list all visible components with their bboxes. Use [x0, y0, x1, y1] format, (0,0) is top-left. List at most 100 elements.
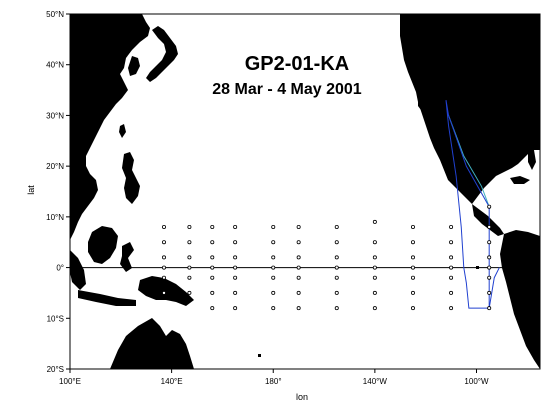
- buoy-stations-layer: [161, 204, 492, 311]
- buoy-station-marker: [334, 265, 339, 270]
- buoy-station-marker: [296, 265, 301, 270]
- y-axis-ticks: 50°N 40°N 30°N 20°N 10°N 0° 10°S 20°S: [46, 10, 70, 374]
- buoy-station-marker: [210, 240, 215, 245]
- buoy-station-marker: [161, 224, 166, 229]
- map-frame: [69, 13, 541, 370]
- buoy-station-marker: [334, 255, 339, 260]
- cruise-track-layer: [445, 100, 500, 309]
- buoy-station-marker: [161, 290, 166, 295]
- x-tick-label: 140°E: [161, 377, 183, 386]
- buoy-station-marker: [210, 275, 215, 280]
- cruise-track: [445, 100, 490, 309]
- buoy-station-marker: [334, 224, 339, 229]
- y-tick-label: 0°: [56, 264, 64, 273]
- y-tick-label: 40°N: [46, 61, 64, 70]
- buoy-station-marker: [187, 240, 192, 245]
- new-guinea-island: [138, 276, 194, 306]
- buoy-station-marker: [487, 224, 492, 229]
- buoy-station-marker: [449, 306, 454, 311]
- buoy-station-marker: [372, 255, 377, 260]
- sumatra-island: [70, 250, 86, 290]
- java-island: [78, 290, 136, 306]
- y-tick-label: 30°N: [46, 111, 64, 120]
- buoy-station-marker: [410, 290, 415, 295]
- buoy-station-marker: [449, 290, 454, 295]
- buoy-station-marker: [334, 275, 339, 280]
- buoy-station-marker: [487, 290, 492, 295]
- buoy-station-marker: [372, 265, 377, 270]
- buoy-station-marker: [271, 275, 276, 280]
- small-island: [258, 354, 261, 357]
- buoy-station-marker: [271, 224, 276, 229]
- y-tick-label: 20°N: [46, 162, 64, 171]
- x-tick-label: 140°W: [363, 377, 388, 386]
- buoy-station-marker: [487, 265, 492, 270]
- baja-california: [418, 98, 440, 134]
- buoy-station-marker: [233, 265, 238, 270]
- buoy-station-marker: [233, 224, 238, 229]
- buoy-station-marker: [410, 224, 415, 229]
- buoy-station-marker: [334, 290, 339, 295]
- buoy-station-marker: [296, 255, 301, 260]
- x-tick-label: 100°E: [59, 377, 81, 386]
- buoy-station-marker: [449, 224, 454, 229]
- buoy-station-marker: [271, 240, 276, 245]
- australia-landmass: [110, 318, 194, 369]
- buoy-station-marker: [271, 255, 276, 260]
- buoy-station-marker: [487, 204, 492, 209]
- buoy-station-marker: [210, 306, 215, 311]
- buoy-station-marker: [410, 265, 415, 270]
- buoy-station-marker: [210, 290, 215, 295]
- buoy-station-marker: [410, 275, 415, 280]
- buoy-station-marker: [487, 240, 492, 245]
- buoy-station-marker: [271, 290, 276, 295]
- buoy-station-marker: [449, 265, 454, 270]
- buoy-station-marker: [161, 265, 166, 270]
- map-subtitle: 28 Mar - 4 May 2001: [212, 81, 362, 98]
- buoy-station-marker: [210, 255, 215, 260]
- buoy-station-marker: [233, 275, 238, 280]
- buoy-station-marker: [296, 306, 301, 311]
- buoy-station-marker: [233, 240, 238, 245]
- buoy-station-marker: [410, 255, 415, 260]
- asia-landmass: [70, 14, 150, 240]
- buoy-station-marker: [187, 290, 192, 295]
- north-america-landmass: [400, 14, 540, 204]
- buoy-station-marker: [161, 275, 166, 280]
- buoy-station-marker: [271, 265, 276, 270]
- y-tick-label: 20°S: [47, 365, 64, 374]
- x-axis-label: lon: [296, 392, 308, 402]
- small-island: [182, 352, 186, 356]
- buoy-station-marker: [449, 240, 454, 245]
- y-tick-label: 50°N: [46, 10, 64, 19]
- buoy-station-marker: [372, 240, 377, 245]
- map-title: GP2-01-KA: [245, 53, 349, 75]
- y-axis-label: lat: [26, 185, 36, 195]
- buoy-station-marker: [233, 255, 238, 260]
- buoy-station-marker: [410, 240, 415, 245]
- buoy-station-marker: [449, 275, 454, 280]
- map-plot-area: [70, 14, 540, 369]
- buoy-station-marker: [296, 224, 301, 229]
- cruise-track-tail: [488, 267, 500, 309]
- buoy-station-marker: [271, 306, 276, 311]
- buoy-station-marker: [161, 240, 166, 245]
- x-tick-label: 180°: [265, 377, 282, 386]
- buoy-station-marker: [187, 224, 192, 229]
- buoy-station-marker: [296, 240, 301, 245]
- buoy-station-marker: [161, 255, 166, 260]
- buoy-station-marker: [487, 255, 492, 260]
- buoy-station-marker: [187, 275, 192, 280]
- buoy-station-marker: [449, 255, 454, 260]
- buoy-station-marker: [372, 219, 377, 224]
- korea-peninsula: [128, 56, 140, 76]
- buoy-station-marker: [296, 290, 301, 295]
- buoy-station-marker: [372, 306, 377, 311]
- central-america: [472, 204, 504, 236]
- taiwan-island: [119, 124, 126, 138]
- caribbean-islands: [510, 176, 530, 184]
- borneo-island: [88, 226, 118, 264]
- x-tick-label: 100°W: [464, 377, 489, 386]
- buoy-station-marker: [372, 290, 377, 295]
- y-tick-label: 10°S: [47, 314, 64, 323]
